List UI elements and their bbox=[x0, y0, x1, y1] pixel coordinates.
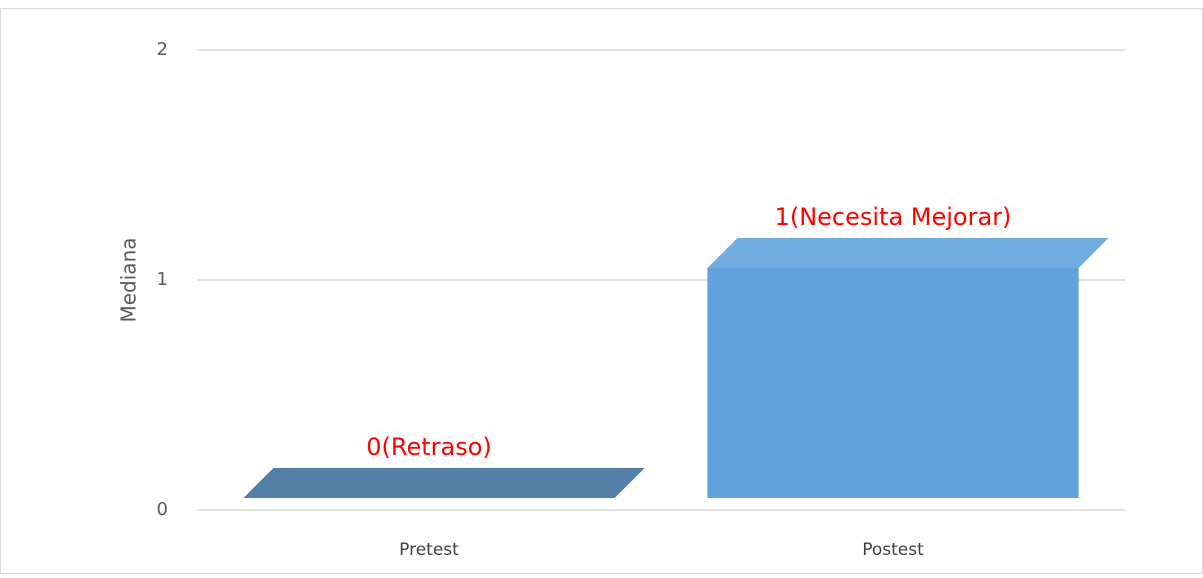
y-tick-label: 0 bbox=[157, 499, 168, 520]
bar-top bbox=[707, 238, 1109, 268]
y-tick-label: 1 bbox=[157, 269, 168, 290]
x-tick-label: Pretest bbox=[399, 540, 459, 560]
x-tick-label: Postest bbox=[862, 540, 924, 560]
data-label: 1(Necesita Mejorar) bbox=[775, 203, 1012, 231]
y-tick-label: 2 bbox=[157, 39, 168, 60]
bar-top bbox=[243, 468, 645, 498]
y-axis-label: Mediana bbox=[117, 238, 141, 323]
data-label: 0(Retraso) bbox=[366, 433, 492, 461]
bar bbox=[707, 268, 1079, 498]
